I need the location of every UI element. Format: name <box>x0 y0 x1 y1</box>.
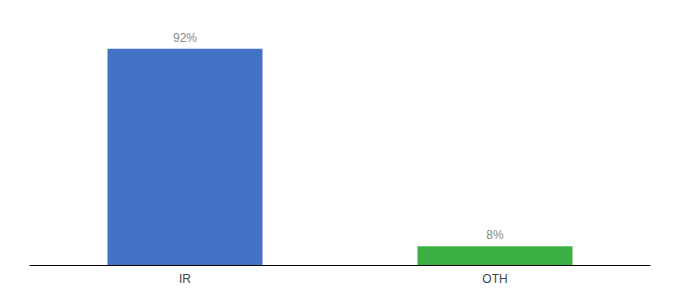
svg-text:IR: IR <box>179 272 191 286</box>
svg-text:OTH: OTH <box>482 272 507 286</box>
svg-text:92%: 92% <box>173 31 197 45</box>
svg-text:8%: 8% <box>486 228 504 242</box>
